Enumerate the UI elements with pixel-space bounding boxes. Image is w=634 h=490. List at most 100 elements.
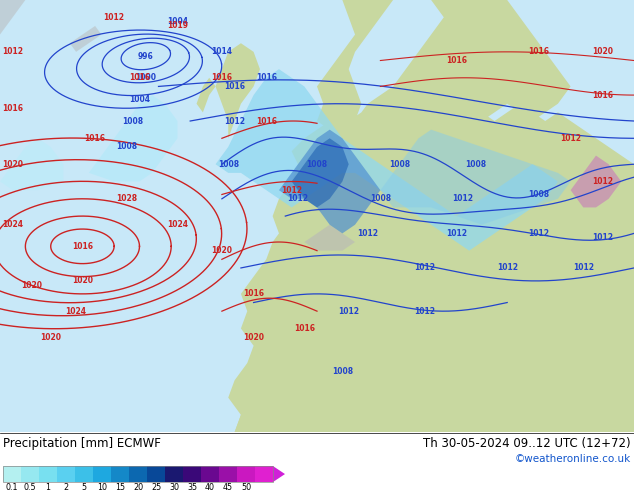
Text: 1012: 1012: [592, 177, 613, 186]
Polygon shape: [228, 78, 634, 432]
Text: 1008: 1008: [332, 367, 353, 376]
Polygon shape: [197, 78, 216, 112]
Text: 1016: 1016: [84, 134, 106, 143]
Text: 1012: 1012: [338, 307, 359, 316]
Bar: [75, 466, 93, 482]
Text: 1008: 1008: [389, 160, 410, 169]
Bar: [3, 466, 21, 482]
Bar: [111, 466, 129, 482]
Text: 15: 15: [115, 483, 125, 490]
Text: 1008: 1008: [217, 160, 239, 169]
Text: 1012: 1012: [528, 229, 550, 238]
Polygon shape: [571, 156, 621, 207]
Bar: [237, 466, 255, 482]
Text: Precipitation [mm] ECMWF: Precipitation [mm] ECMWF: [3, 437, 161, 450]
Text: 1008: 1008: [528, 190, 550, 199]
Bar: [57, 466, 75, 482]
Text: 0.1: 0.1: [6, 483, 18, 490]
Text: 1016: 1016: [256, 117, 277, 125]
Bar: [147, 466, 165, 482]
Text: 1020: 1020: [2, 160, 23, 169]
Text: 1016: 1016: [72, 242, 93, 251]
Bar: [3, 466, 273, 482]
Bar: [39, 466, 57, 482]
Text: 1016: 1016: [592, 91, 613, 99]
Text: 50: 50: [241, 483, 251, 490]
Bar: [129, 466, 147, 482]
Text: 1020: 1020: [243, 333, 264, 342]
Polygon shape: [304, 225, 355, 251]
Bar: [219, 466, 237, 482]
Text: 1012: 1012: [452, 195, 474, 203]
Polygon shape: [0, 138, 63, 190]
Text: 1008: 1008: [465, 160, 486, 169]
Text: 1016: 1016: [211, 74, 233, 82]
Text: 45: 45: [223, 483, 233, 490]
Text: 1000: 1000: [135, 74, 157, 82]
Polygon shape: [216, 69, 558, 251]
Text: 1016: 1016: [224, 82, 245, 91]
Polygon shape: [292, 138, 349, 207]
Text: 1024: 1024: [2, 220, 23, 229]
Text: 1012: 1012: [446, 229, 467, 238]
Text: 5: 5: [81, 483, 87, 490]
Bar: [21, 466, 39, 482]
Polygon shape: [273, 466, 285, 482]
Text: 1012: 1012: [2, 48, 23, 56]
Text: 1016: 1016: [243, 290, 264, 298]
Text: 1016: 1016: [528, 48, 550, 56]
Polygon shape: [279, 130, 380, 233]
Text: ©weatheronline.co.uk: ©weatheronline.co.uk: [515, 454, 631, 464]
Bar: [255, 466, 273, 482]
Text: 1012: 1012: [287, 195, 309, 203]
Text: 1008: 1008: [306, 160, 328, 169]
Polygon shape: [0, 0, 25, 35]
Text: 1020: 1020: [592, 48, 613, 56]
Bar: [93, 466, 111, 482]
Text: 1020: 1020: [211, 246, 233, 255]
Polygon shape: [393, 0, 571, 121]
Text: 1020: 1020: [72, 276, 93, 285]
Text: 1016: 1016: [2, 103, 23, 113]
Text: 25: 25: [151, 483, 161, 490]
Text: 1012: 1012: [573, 264, 594, 272]
Text: 1024: 1024: [65, 307, 87, 316]
Text: 35: 35: [187, 483, 197, 490]
Text: 1020: 1020: [40, 333, 61, 342]
Text: 40: 40: [205, 483, 215, 490]
Text: 996: 996: [138, 51, 153, 61]
Text: 1004: 1004: [129, 95, 150, 104]
Bar: [201, 466, 219, 482]
Text: 1019: 1019: [167, 22, 188, 30]
Text: 1012: 1012: [103, 13, 125, 22]
Text: 1016: 1016: [129, 74, 150, 82]
Polygon shape: [380, 130, 571, 225]
Text: 1014: 1014: [211, 48, 233, 56]
Text: 1: 1: [46, 483, 51, 490]
Text: 1008: 1008: [116, 143, 138, 151]
Polygon shape: [216, 43, 260, 138]
Text: Th 30-05-2024 09..12 UTC (12+72): Th 30-05-2024 09..12 UTC (12+72): [424, 437, 631, 450]
Bar: [165, 466, 183, 482]
Text: 1016: 1016: [294, 324, 315, 333]
Text: 1020: 1020: [21, 281, 42, 290]
Text: 1012: 1012: [281, 186, 302, 195]
Text: 1012: 1012: [414, 307, 436, 316]
Text: 0.5: 0.5: [23, 483, 36, 490]
Text: 1012: 1012: [592, 233, 613, 242]
Text: 1008: 1008: [370, 195, 391, 203]
Polygon shape: [89, 95, 178, 181]
Text: 10: 10: [97, 483, 107, 490]
Text: 1012: 1012: [496, 264, 518, 272]
Text: 1028: 1028: [116, 195, 138, 203]
Text: 1012: 1012: [560, 134, 581, 143]
Polygon shape: [317, 0, 393, 130]
Text: 30: 30: [169, 483, 179, 490]
Text: 1012: 1012: [357, 229, 378, 238]
Text: 1012: 1012: [414, 264, 436, 272]
Text: 1016: 1016: [446, 56, 467, 65]
Text: 1024: 1024: [167, 220, 188, 229]
Text: 1016: 1016: [256, 74, 277, 82]
Bar: [183, 466, 201, 482]
Polygon shape: [70, 26, 101, 52]
